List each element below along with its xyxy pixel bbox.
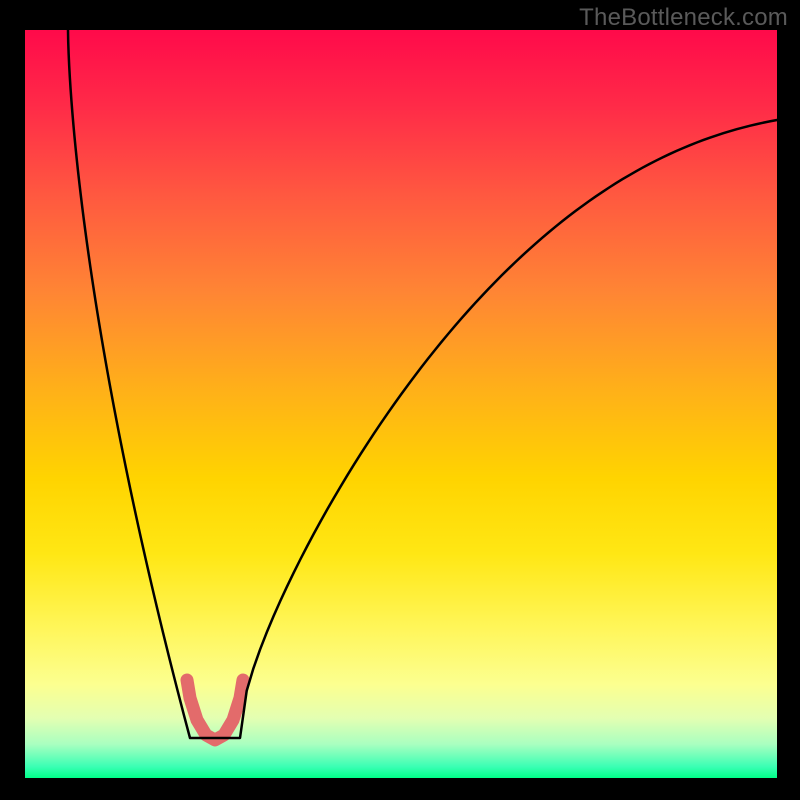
bottleneck-curve-chart	[0, 0, 800, 800]
plot-background	[25, 30, 777, 778]
chart-frame: TheBottleneck.com	[0, 0, 800, 800]
